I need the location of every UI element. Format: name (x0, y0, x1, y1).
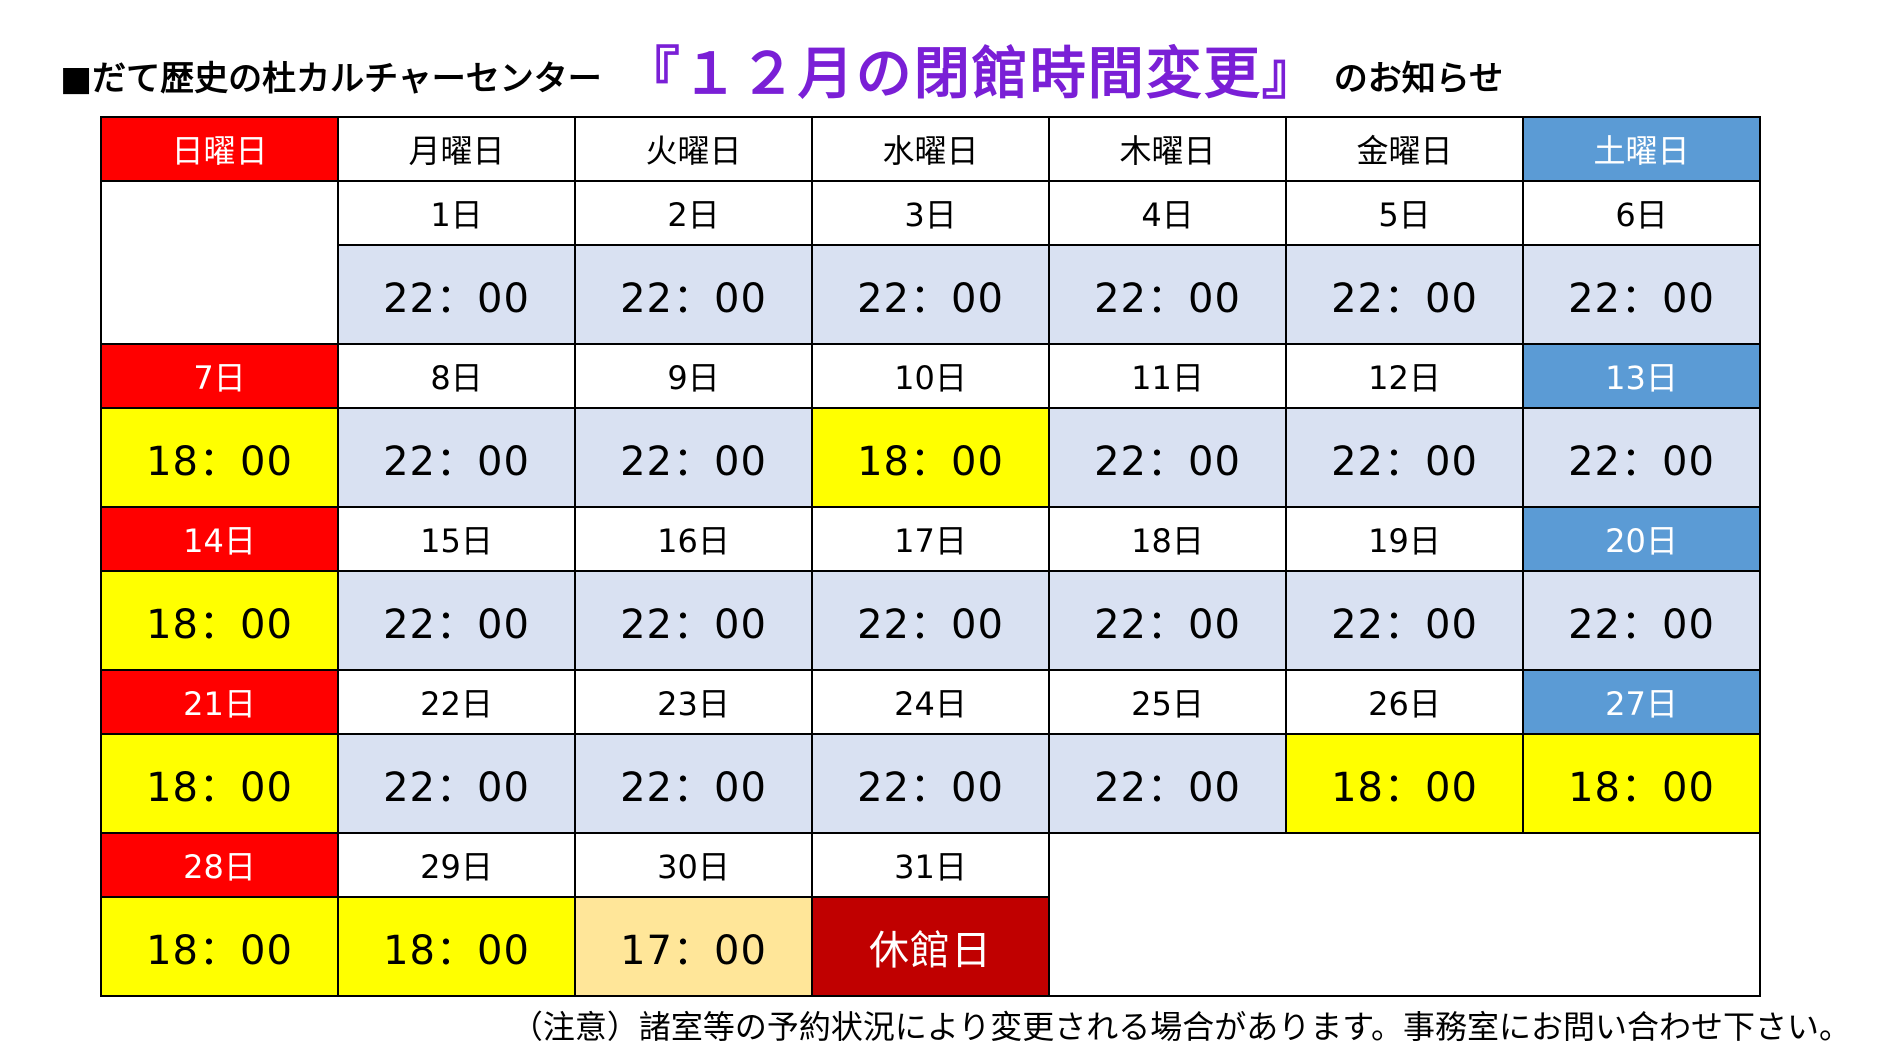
closing-time: 22：00 (811, 570, 1050, 671)
closing-time: 22：00 (1522, 570, 1761, 671)
day-label: 2日 (574, 180, 813, 246)
week-4-day-row: 21日 22日 23日 24日 25日 26日 27日 (100, 669, 1761, 735)
day-label: 15日 (337, 506, 576, 572)
day-label: 12日 (1285, 343, 1524, 409)
closing-time: 22：00 (811, 244, 1050, 345)
day-label: 13日 (1522, 343, 1761, 409)
week-1-day-row: 1日 2日 3日 4日 5日 6日 (100, 180, 1761, 345)
day-label: 21日 (100, 669, 339, 735)
empty-cell (1048, 832, 1761, 997)
week-3-day-row: 14日 15日 16日 17日 18日 19日 20日 (100, 506, 1761, 572)
day-label: 10日 (811, 343, 1050, 409)
closing-time: 22：00 (574, 570, 813, 671)
day-label: 16日 (574, 506, 813, 572)
closing-time: 22：00 (1048, 407, 1287, 508)
day-label: 25日 (1048, 669, 1287, 735)
title-main: 『１２月の閉館時間変更』 (623, 42, 1320, 107)
closing-time: 22：00 (1048, 244, 1287, 345)
closing-time: 22：00 (1048, 570, 1287, 671)
day-label: 30日 (574, 832, 813, 898)
day-label: 20日 (1522, 506, 1761, 572)
day-label: 18日 (1048, 506, 1287, 572)
closing-time: 22：00 (337, 244, 576, 345)
day-label: 5日 (1285, 180, 1524, 246)
day-label: 22日 (337, 669, 576, 735)
day-label: 11日 (1048, 343, 1287, 409)
weekday-saturday: 土曜日 (1522, 116, 1761, 182)
day-label: 29日 (337, 832, 576, 898)
closing-time: 22：00 (337, 570, 576, 671)
week-1-time-row: 22：00 22：00 22：00 22：00 22：00 22：00 (101, 244, 1761, 345)
day-label: 6日 (1522, 180, 1761, 246)
closing-time: 18：00 (100, 896, 339, 997)
week-4-time-row: 18：00 22：00 22：00 22：00 22：00 18：00 18：0… (100, 733, 1761, 834)
week-5-time-row: 18：00 18：00 17：00 休館日 (100, 896, 1760, 997)
closing-time: 22：00 (337, 733, 576, 834)
closing-time: 18：00 (811, 407, 1050, 508)
closing-time: 18：00 (100, 733, 339, 834)
closing-time: 18：00 (1522, 733, 1761, 834)
week-5-day-row: 28日 29日 30日 31日 (100, 832, 1761, 997)
day-label: 14日 (100, 506, 339, 572)
closing-time: 22：00 (574, 244, 813, 345)
week-2-day-row: 7日 8日 9日 10日 11日 12日 13日 (100, 343, 1761, 409)
weekday-wednesday: 水曜日 (811, 116, 1050, 182)
footnote: （注意）諸室等の予約状況により変更される場合があります。事務室にお問い合わせ下さ… (510, 1008, 1851, 1046)
closing-time: 22：00 (1522, 244, 1761, 345)
day-label: 27日 (1522, 669, 1761, 735)
closing-time: 17：00 (574, 896, 813, 997)
closing-time: 22：00 (1285, 570, 1524, 671)
day-label: 31日 (811, 832, 1050, 898)
closing-time: 22：00 (1285, 244, 1524, 345)
closing-time: 22：00 (1048, 733, 1287, 834)
closing-time: 22：00 (811, 733, 1050, 834)
day-label: 17日 (811, 506, 1050, 572)
closing-time: 22：00 (574, 733, 813, 834)
day-label: 28日 (100, 832, 339, 898)
day-label: 26日 (1285, 669, 1524, 735)
weekday-sunday: 日曜日 (100, 116, 339, 182)
closing-time: 22：00 (574, 407, 813, 508)
page-title: ■だて歴史の杜カルチャーセンター 『１２月の閉館時間変更』 のお知らせ (60, 40, 1560, 110)
weekday-tuesday: 火曜日 (574, 116, 813, 182)
day-label: 19日 (1285, 506, 1524, 572)
empty-cell (100, 180, 339, 345)
closing-time: 18：00 (100, 570, 339, 671)
week-3-time-row: 18：00 22：00 22：00 22：00 22：00 22：00 22：0… (100, 570, 1761, 671)
weekday-friday: 金曜日 (1285, 116, 1524, 182)
closing-time-calendar: 日曜日 月曜日 火曜日 水曜日 木曜日 金曜日 土曜日 1日 2日 3日 4日 … (100, 116, 1761, 997)
weekday-thursday: 木曜日 (1048, 116, 1287, 182)
closing-time: 22：00 (337, 407, 576, 508)
weekday-header-row: 日曜日 月曜日 火曜日 水曜日 木曜日 金曜日 土曜日 (100, 116, 1761, 182)
title-prefix: ■だて歴史の杜カルチャーセンター (60, 59, 602, 99)
closing-time: 18：00 (337, 896, 576, 997)
closing-time: 22：00 (1285, 407, 1524, 508)
day-label: 9日 (574, 343, 813, 409)
day-label: 7日 (100, 343, 339, 409)
closed-day-label: 休館日 (811, 896, 1050, 997)
day-label: 8日 (337, 343, 576, 409)
week-2-time-row: 18：00 22：00 22：00 18：00 22：00 22：00 22：0… (100, 407, 1761, 508)
day-label: 1日 (337, 180, 576, 246)
closing-time: 18：00 (100, 407, 339, 508)
day-label: 23日 (574, 669, 813, 735)
day-label: 4日 (1048, 180, 1287, 246)
closing-time: 22：00 (1522, 407, 1761, 508)
day-label: 24日 (811, 669, 1050, 735)
title-suffix: のお知らせ (1333, 59, 1504, 99)
weekday-monday: 月曜日 (337, 116, 576, 182)
day-label: 3日 (811, 180, 1050, 246)
closing-time: 18：00 (1285, 733, 1524, 834)
